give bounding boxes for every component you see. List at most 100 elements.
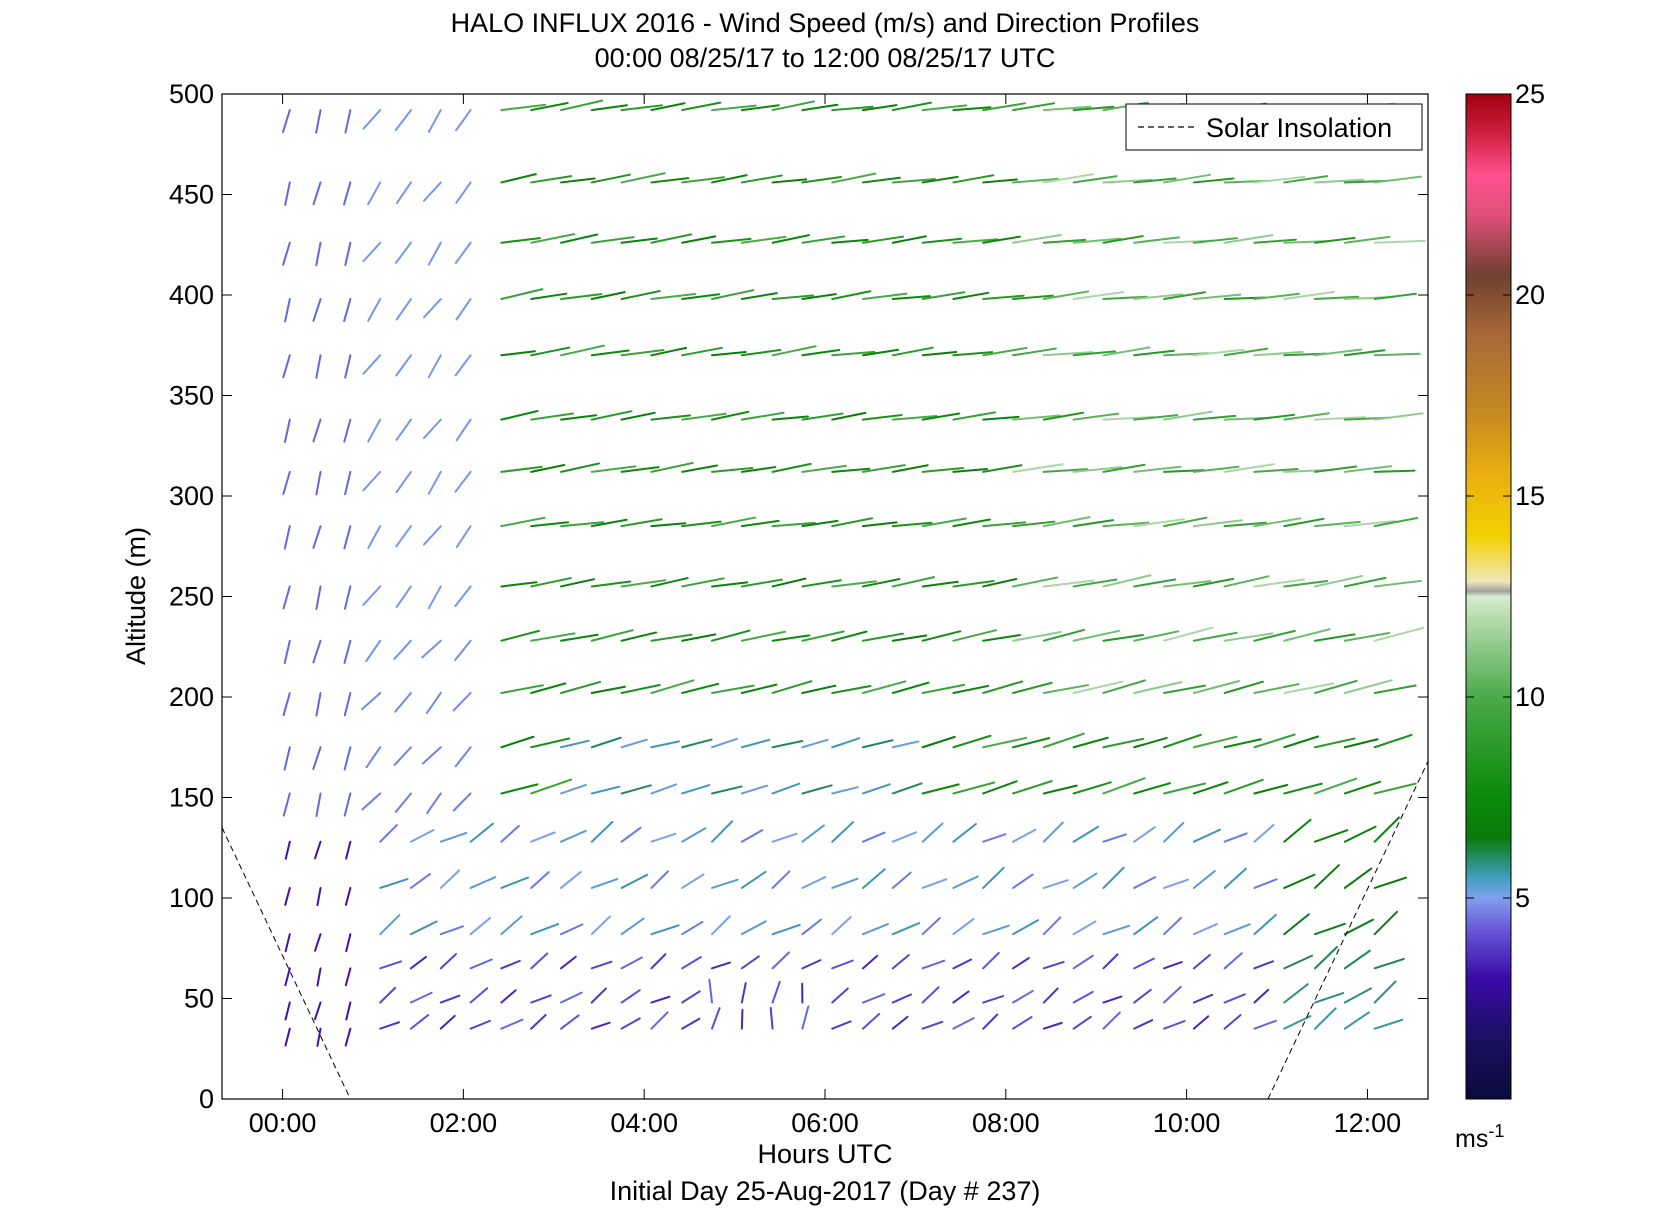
wind-vector <box>1283 579 1329 588</box>
wind-vector <box>454 354 472 377</box>
wind-vector <box>1133 578 1177 588</box>
wind-vector <box>560 233 599 244</box>
wind-vector <box>282 354 291 379</box>
wind-vector <box>771 521 816 528</box>
wind-vector <box>801 349 841 357</box>
wind-vector <box>560 293 603 301</box>
wind-vector <box>1192 923 1219 936</box>
wind-vector <box>771 634 811 642</box>
wind-vector <box>861 868 886 889</box>
wind-vector <box>500 959 521 970</box>
wind-vector <box>1343 465 1393 473</box>
wind-vector <box>1253 468 1299 473</box>
y-axis-ticks: 0 50 100 150 200 250 300 350 400 450 500 <box>169 79 1428 1114</box>
wind-vector <box>1012 177 1059 184</box>
wind-vector <box>500 237 541 244</box>
y-tick-label: 100 <box>169 883 214 913</box>
wind-vector <box>1223 867 1247 889</box>
wind-vector <box>1102 924 1131 936</box>
wind-vector <box>1133 414 1179 421</box>
wind-vector <box>439 925 465 936</box>
wind-vector <box>345 840 352 860</box>
wind-vector <box>891 576 936 588</box>
wind-vector <box>681 990 701 1004</box>
wind-vector <box>1163 985 1182 1004</box>
wind-vector <box>379 1021 401 1030</box>
wind-vector <box>982 178 1018 184</box>
colorbar-unit-base: ms <box>1455 1125 1488 1153</box>
wind-vector <box>1102 1011 1121 1030</box>
wind-vector <box>1012 294 1054 301</box>
y-tick-label: 50 <box>184 984 214 1014</box>
wind-vector <box>1072 237 1122 244</box>
wind-vector <box>1042 732 1085 749</box>
wind-vector <box>283 746 291 771</box>
wind-vector <box>590 291 626 301</box>
wind-vector <box>681 827 707 843</box>
wind-vector <box>1192 237 1238 244</box>
wind-vector <box>427 470 442 495</box>
wind-vector <box>1072 781 1112 795</box>
wind-vector <box>315 109 322 134</box>
wind-vector <box>921 291 966 301</box>
wind-vector <box>620 917 645 936</box>
wind-vector <box>1042 628 1085 642</box>
wind-vector <box>500 409 539 421</box>
wind-vector <box>283 525 291 550</box>
wind-vector <box>367 298 382 322</box>
wind-vector <box>771 680 813 694</box>
wind-vector <box>1102 346 1151 357</box>
y-tick-label: 200 <box>169 682 214 712</box>
wind-vector <box>831 350 876 357</box>
y-axis-title: Altitude (m) <box>121 527 151 665</box>
wind-vector <box>771 234 810 244</box>
wind-vector <box>681 520 722 528</box>
wind-vector <box>1012 631 1062 642</box>
wind-vector <box>891 464 929 473</box>
wind-vector <box>831 467 871 473</box>
wind-vector <box>455 298 472 321</box>
wind-vector <box>560 680 602 694</box>
wind-vector <box>1042 238 1087 244</box>
wind-vector <box>921 822 944 843</box>
wind-vector <box>1163 173 1212 184</box>
wind-vector <box>801 103 839 112</box>
wind-vector <box>344 967 352 987</box>
wind-vector <box>500 1018 524 1030</box>
wind-vector <box>367 418 382 443</box>
wind-vector <box>1223 463 1276 473</box>
wind-vector <box>831 411 867 421</box>
wind-vector <box>362 241 382 263</box>
wind-vector <box>1192 631 1238 642</box>
wind-vector <box>952 781 996 795</box>
wind-vector <box>343 639 352 664</box>
wind-vector <box>681 738 713 749</box>
wind-vector <box>620 290 661 301</box>
chart-subtitle: 00:00 08/25/17 to 12:00 08/25/17 UTC <box>595 43 1056 73</box>
wind-vector <box>455 181 472 204</box>
wind-vector <box>982 577 1018 588</box>
wind-vector <box>1223 234 1274 244</box>
wind-vector <box>1163 516 1208 528</box>
wind-vector <box>831 821 855 843</box>
wind-vector <box>1072 825 1100 843</box>
wind-vector <box>1192 348 1245 357</box>
wind-vector <box>560 783 587 795</box>
wind-vector <box>1313 633 1356 642</box>
wind-vector <box>620 873 649 889</box>
wind-vector <box>620 683 661 694</box>
wind-vector <box>421 639 442 659</box>
wind-vector <box>1012 737 1051 749</box>
wind-vector <box>921 467 965 473</box>
wind-vector <box>344 470 352 496</box>
wind-vector <box>362 470 382 492</box>
wind-vector <box>891 831 918 843</box>
wind-vector <box>284 886 291 906</box>
wind-vector <box>650 832 677 843</box>
wind-vector <box>530 175 573 184</box>
legend-box <box>1125 103 1423 151</box>
wind-vector <box>1163 684 1206 694</box>
wind-vector <box>801 784 833 795</box>
wind-vector <box>1253 913 1277 936</box>
y-tick-label: 150 <box>169 783 214 813</box>
